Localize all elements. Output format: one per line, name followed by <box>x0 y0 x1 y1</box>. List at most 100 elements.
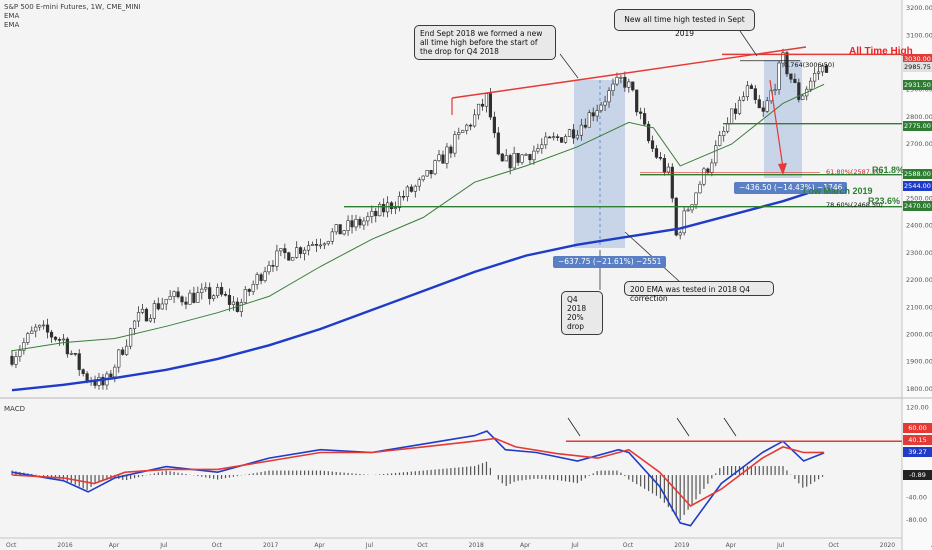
candle-body <box>500 153 504 162</box>
candle-body <box>666 166 670 173</box>
candle-body <box>366 216 370 222</box>
macd-arrow <box>676 417 690 437</box>
candle-body <box>275 250 279 267</box>
y-tick-label: 2100.00 <box>906 303 932 311</box>
price-badge: 2588.00 <box>903 169 932 179</box>
candle-body <box>457 132 461 135</box>
candle-body <box>350 220 354 228</box>
candle-body <box>263 271 267 281</box>
measure-2019-drop: −436.50 (−14.43%) −1746 <box>734 182 848 194</box>
y-tick-label: 2300.00 <box>906 249 932 257</box>
candle-body <box>824 65 829 73</box>
measure-2018-drop: −637.75 (−21.61%) −2551 <box>553 256 667 268</box>
x-tick-label: Oct <box>417 542 428 549</box>
candle-body <box>757 99 761 109</box>
candle-body <box>548 136 552 139</box>
candle-body <box>488 93 493 118</box>
candle-body <box>243 289 247 303</box>
candle-body <box>117 349 121 368</box>
candle-body <box>682 210 686 234</box>
trend-line-2018 <box>451 79 579 99</box>
macd-y-tick-label: -40.00 <box>906 494 927 502</box>
candle-body <box>93 381 97 386</box>
candle-body <box>279 248 283 252</box>
candle-body <box>53 336 58 340</box>
symbol-title: S&P 500 E-mini Futures, 1W, CME_MINI <box>4 3 141 11</box>
candle-body <box>374 210 378 217</box>
candle-body <box>14 356 18 365</box>
macd-line <box>11 430 825 527</box>
candle-body <box>176 291 180 298</box>
candle-body <box>670 166 674 199</box>
x-tick-label: Apr <box>109 542 120 549</box>
candle-body <box>132 320 137 330</box>
candle-body <box>140 308 145 313</box>
candle-body <box>393 207 398 210</box>
candle-body <box>619 76 623 79</box>
candle-body <box>302 249 307 254</box>
candle-body <box>38 324 42 328</box>
candle-body <box>330 231 334 242</box>
x-tick-label: Jul <box>776 542 785 549</box>
candle-body <box>342 230 346 235</box>
projection-arrow-head <box>778 163 787 175</box>
candle-body <box>172 291 176 297</box>
candle-body <box>168 296 172 300</box>
candle-body <box>259 274 263 281</box>
candle-body <box>698 183 702 194</box>
x-tick-label: Apr <box>314 542 325 549</box>
x-tick-label: Oct <box>212 542 223 549</box>
candle-body <box>702 168 706 185</box>
candle-body <box>204 287 208 290</box>
candle-body <box>611 83 615 91</box>
candle-body <box>129 328 133 347</box>
candle-body <box>216 287 220 297</box>
candle-body <box>753 88 757 100</box>
candle-body <box>643 113 647 125</box>
macd-title: MACD <box>4 405 25 413</box>
candle-body <box>314 244 319 246</box>
candle-body <box>125 345 129 355</box>
x-tick-label: Oct <box>6 542 17 549</box>
candle-body <box>113 366 117 378</box>
candle-body <box>465 124 469 131</box>
candle-body <box>160 303 164 310</box>
candles <box>10 48 829 390</box>
candle-body <box>726 123 730 132</box>
candle-body <box>745 85 750 98</box>
candle-body <box>26 333 30 343</box>
candle-body <box>749 85 753 89</box>
candle-body <box>413 185 417 192</box>
candle-body <box>283 248 287 253</box>
price-badge: 2985.75 <box>903 62 932 72</box>
candle-body <box>354 219 358 228</box>
candle-body <box>544 136 548 146</box>
candle-body <box>251 284 255 292</box>
candle-body <box>255 274 259 285</box>
candle-body <box>635 89 639 113</box>
candle-body <box>559 137 564 143</box>
candle-body <box>741 96 746 101</box>
candle-body <box>219 287 224 295</box>
candle-body <box>449 146 453 154</box>
candle-body <box>785 52 789 75</box>
candle-body <box>370 210 374 217</box>
candle-body <box>813 72 817 82</box>
candle-body <box>496 132 500 155</box>
candle-body <box>816 71 821 74</box>
candle-body <box>386 202 390 213</box>
candle-body <box>196 292 200 303</box>
candle-body <box>532 150 536 161</box>
fib-618-label: 61.80%(2587.50) <box>826 168 883 176</box>
ema-legend-2: EMA <box>4 21 20 29</box>
candle-body <box>480 103 485 107</box>
candle-body <box>389 202 394 210</box>
candle-body <box>295 247 299 258</box>
y-tick-label: 1900.00 <box>906 358 932 366</box>
candle-body <box>627 81 631 88</box>
candle-body <box>101 376 105 386</box>
candle-body <box>765 100 769 112</box>
candle-body <box>49 331 54 338</box>
x-tick-label: 2019 <box>674 542 689 549</box>
